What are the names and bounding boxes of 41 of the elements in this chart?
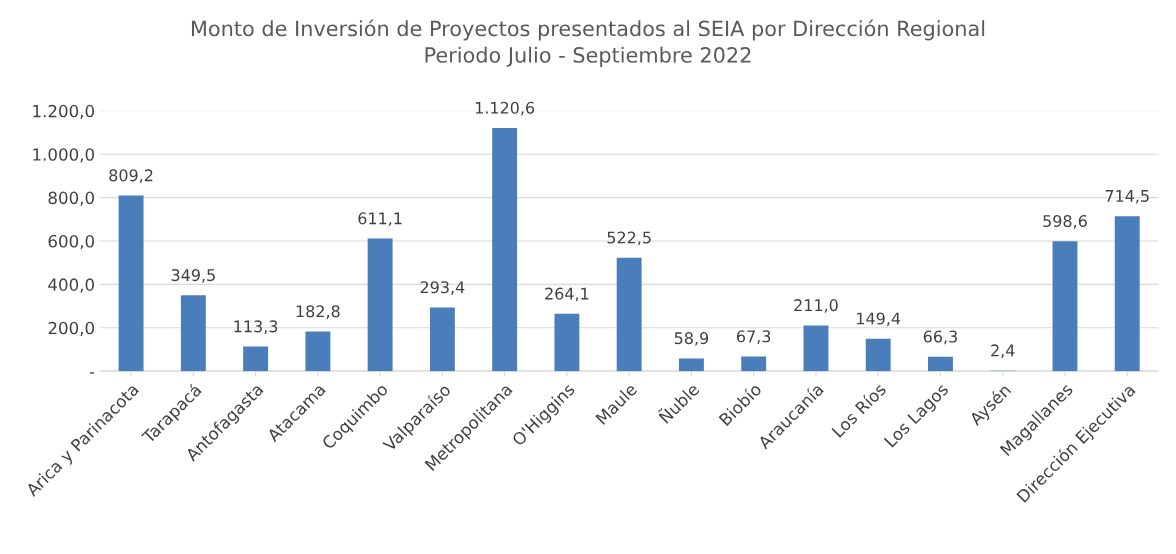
bar xyxy=(243,346,269,372)
bar xyxy=(429,307,455,372)
data-label: 1.120,6 xyxy=(475,101,535,116)
data-label: 66,3 xyxy=(923,330,957,345)
data-label: 211,0 xyxy=(794,299,838,313)
data-label: 611,1 xyxy=(358,212,402,227)
data-label: 714,5 xyxy=(1105,190,1149,204)
y-tick-label: 200,0 xyxy=(48,321,94,337)
data-label: 67,3 xyxy=(737,330,771,344)
bar xyxy=(180,295,206,372)
bar xyxy=(741,356,767,372)
data-label: 149,4 xyxy=(857,312,901,327)
y-tick-label: 1.000,0 xyxy=(33,148,94,163)
bar xyxy=(118,195,144,372)
data-label: 349,5 xyxy=(171,269,215,283)
bar xyxy=(1052,241,1078,372)
bar xyxy=(865,338,891,372)
data-label: 809,2 xyxy=(109,169,153,184)
y-tick-label: 600,0 xyxy=(48,234,94,250)
bar xyxy=(678,358,704,372)
data-label: 113,3 xyxy=(234,320,278,335)
y-tick-label: - xyxy=(89,372,95,374)
data-label: 2,4 xyxy=(991,344,1015,359)
data-label: 598,6 xyxy=(1043,215,1087,229)
data-label: 58,9 xyxy=(674,332,709,346)
data-label: 522,5 xyxy=(607,231,651,246)
chart-title: Monto de Inversión de Proyectos presentados al SEIA por Dirección Regional Periodo Julio - Septiembre 2022 xyxy=(191,19,985,67)
bar xyxy=(803,325,829,372)
bar xyxy=(492,128,518,372)
bar xyxy=(928,356,953,372)
data-label: 293,4 xyxy=(420,281,465,295)
bar xyxy=(305,331,331,372)
bar xyxy=(554,313,580,372)
data-label: 182,8 xyxy=(296,305,340,319)
y-tick-label: 400,0 xyxy=(48,278,94,293)
bar xyxy=(367,238,393,372)
y-tick-label: 1.200,0 xyxy=(33,104,94,120)
y-tick-label: 800,0 xyxy=(48,191,94,206)
data-label: 264,1 xyxy=(545,287,589,302)
bar xyxy=(1114,216,1140,372)
bar xyxy=(616,257,642,372)
